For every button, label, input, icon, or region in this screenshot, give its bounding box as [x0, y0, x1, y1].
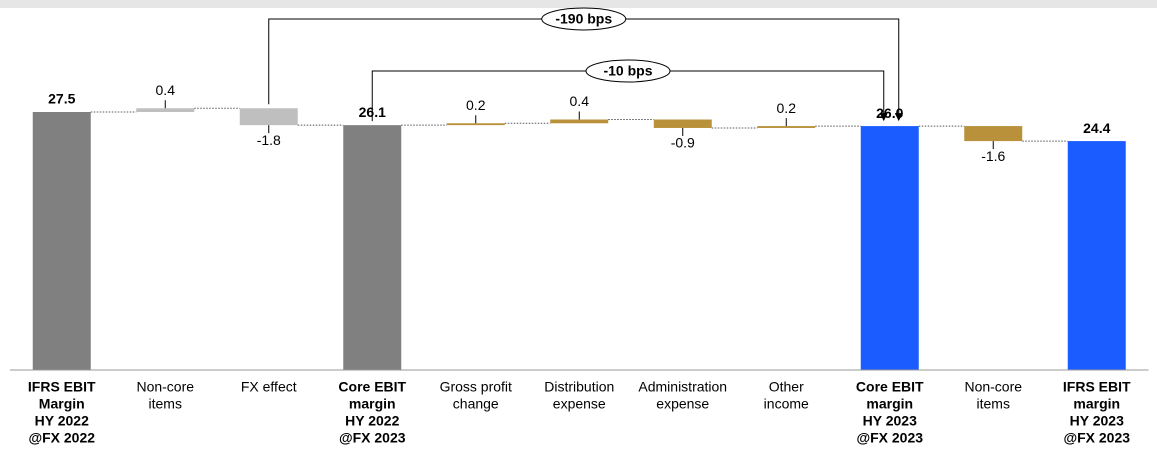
x-tick-label: IFRS EBIT	[1063, 379, 1131, 395]
annotation-oval	[585, 59, 671, 83]
value-label: 27.5	[48, 91, 75, 107]
x-tick-label: Administration	[638, 379, 727, 395]
value-label: 0.2	[777, 100, 797, 116]
bar	[1067, 141, 1126, 370]
bar	[239, 108, 298, 126]
value-label: -1.6	[981, 148, 1005, 164]
value-label: 0.2	[466, 97, 486, 113]
x-tick-label: HY 2023	[1070, 413, 1124, 429]
x-tick-label: @FX 2023	[856, 430, 923, 446]
bar	[964, 126, 1023, 142]
x-tick-label: income	[764, 396, 809, 412]
x-tick-label: Margin	[39, 396, 85, 412]
x-tick-label: @FX 2023	[339, 430, 406, 446]
bar	[446, 123, 505, 126]
annotation: -10 bps	[603, 63, 652, 79]
annotation-oval	[541, 7, 627, 31]
bar	[550, 119, 609, 124]
x-tick-label: expense	[553, 396, 606, 412]
x-tick-label: @FX 2023	[1063, 430, 1130, 446]
x-tick-label: expense	[656, 396, 709, 412]
x-tick-label: IFRS EBIT	[28, 379, 96, 395]
x-tick-label: Non-core	[136, 379, 194, 395]
x-tick-label: FX effect	[241, 379, 297, 395]
x-tick-label: margin	[866, 396, 913, 412]
x-tick-label: HY 2023	[863, 413, 917, 429]
bar	[757, 126, 816, 128]
bar	[343, 125, 402, 370]
value-label: -0.9	[671, 135, 695, 151]
x-tick-label: Distribution	[544, 379, 614, 395]
x-tick-label: Core EBIT	[856, 379, 924, 395]
x-tick-label: HY 2022	[345, 413, 399, 429]
x-tick-label: margin	[1073, 396, 1120, 412]
annotation: -190 bps	[555, 11, 612, 27]
x-tick-label: Core EBIT	[338, 379, 406, 395]
value-label: -1.8	[257, 132, 281, 148]
value-label: 24.4	[1083, 120, 1110, 136]
x-tick-label: @FX 2022	[28, 430, 95, 446]
x-tick-label: margin	[349, 396, 396, 412]
x-tick-label: change	[453, 396, 499, 412]
bar	[860, 126, 919, 370]
bar	[653, 119, 712, 128]
x-tick-label: Gross profit	[440, 379, 512, 395]
bar	[32, 112, 91, 370]
value-label: 26.0	[876, 105, 903, 121]
x-tick-label: Other	[769, 379, 804, 395]
x-tick-label: Non-core	[964, 379, 1022, 395]
top-strip	[0, 0, 1157, 8]
x-tick-label: items	[977, 396, 1010, 412]
bar	[136, 108, 195, 113]
value-label: 0.4	[156, 82, 176, 98]
x-tick-label: items	[149, 396, 182, 412]
value-label: 0.4	[570, 93, 590, 109]
x-tick-label: HY 2022	[35, 413, 89, 429]
